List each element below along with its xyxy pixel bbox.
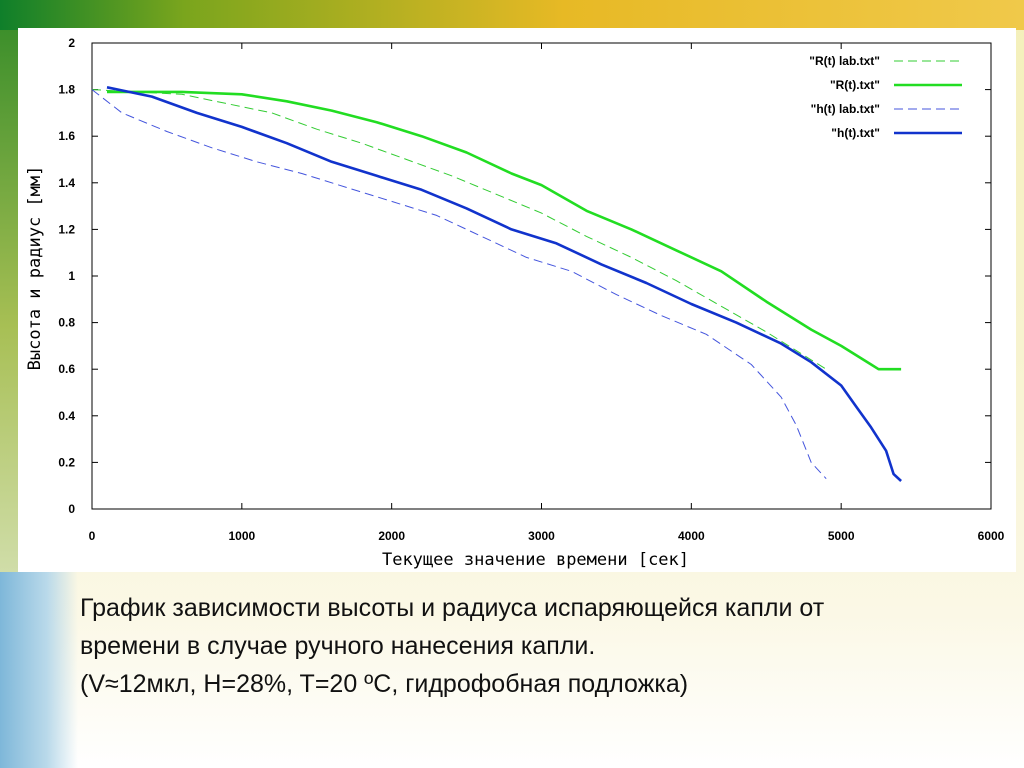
caption-line-2: времени в случае ручного нанесения капли…: [80, 632, 596, 660]
slide-caption: График зависимости высоты и радиуса испа…: [80, 589, 1010, 703]
chart: 0 0.2 0.4 0.6 0.8 1 1.2 1.4 1.6 1.8 2 0 1000 2000 3000…: [25, 36, 1005, 570]
y-tick-label: 1.8: [58, 83, 75, 97]
left-bottom-decor: [0, 572, 78, 768]
x-tick-label: 0: [89, 529, 96, 543]
y-tick-label: 0.8: [58, 316, 75, 330]
legend-label-3: "h(t) lab.txt": [811, 102, 880, 116]
series-line-1: [91, 89, 827, 370]
y-tick-label: 0: [68, 502, 75, 516]
series-line-4: [106, 86, 902, 482]
y-tick-label: 1: [68, 269, 75, 283]
x-tick-label: 2000: [378, 529, 405, 543]
y-axis-label: Высота и радиус [мм]: [25, 166, 45, 371]
y-tick-label: 1.4: [58, 176, 75, 190]
caption-line-1: График зависимости высоты и радиуса испа…: [80, 594, 825, 622]
chart-panel: [18, 28, 1016, 572]
legend-label-2: "R(t).txt": [830, 78, 880, 92]
series-line-3: [91, 89, 827, 480]
x-tick-label: 6000: [978, 529, 1005, 543]
x-axis-label: Текущее значение времени [сек]: [382, 550, 689, 570]
y-tick-label: 0.4: [58, 409, 75, 423]
x-tick-label: 3000: [528, 529, 555, 543]
series-line-2: [107, 90, 902, 371]
x-tick-label: 4000: [678, 529, 705, 543]
y-tick-label: 1.2: [58, 222, 75, 236]
caption-line-3: (V≈12мкл, H=28%, T=20 ºC, гидрофобная по…: [80, 670, 689, 698]
legend-label-4: "h(t).txt": [831, 126, 880, 140]
y-tick-label: 1.6: [58, 129, 75, 143]
legend-label-1: "R(t) lab.txt": [809, 54, 880, 68]
x-tick-label: 1000: [228, 529, 255, 543]
y-tick-label: 2: [68, 36, 75, 50]
y-tick-label: 0.2: [58, 455, 75, 469]
y-tick-label: 0.6: [58, 362, 75, 376]
x-tick-label: 5000: [828, 529, 855, 543]
top-decor-band: [0, 0, 1024, 30]
